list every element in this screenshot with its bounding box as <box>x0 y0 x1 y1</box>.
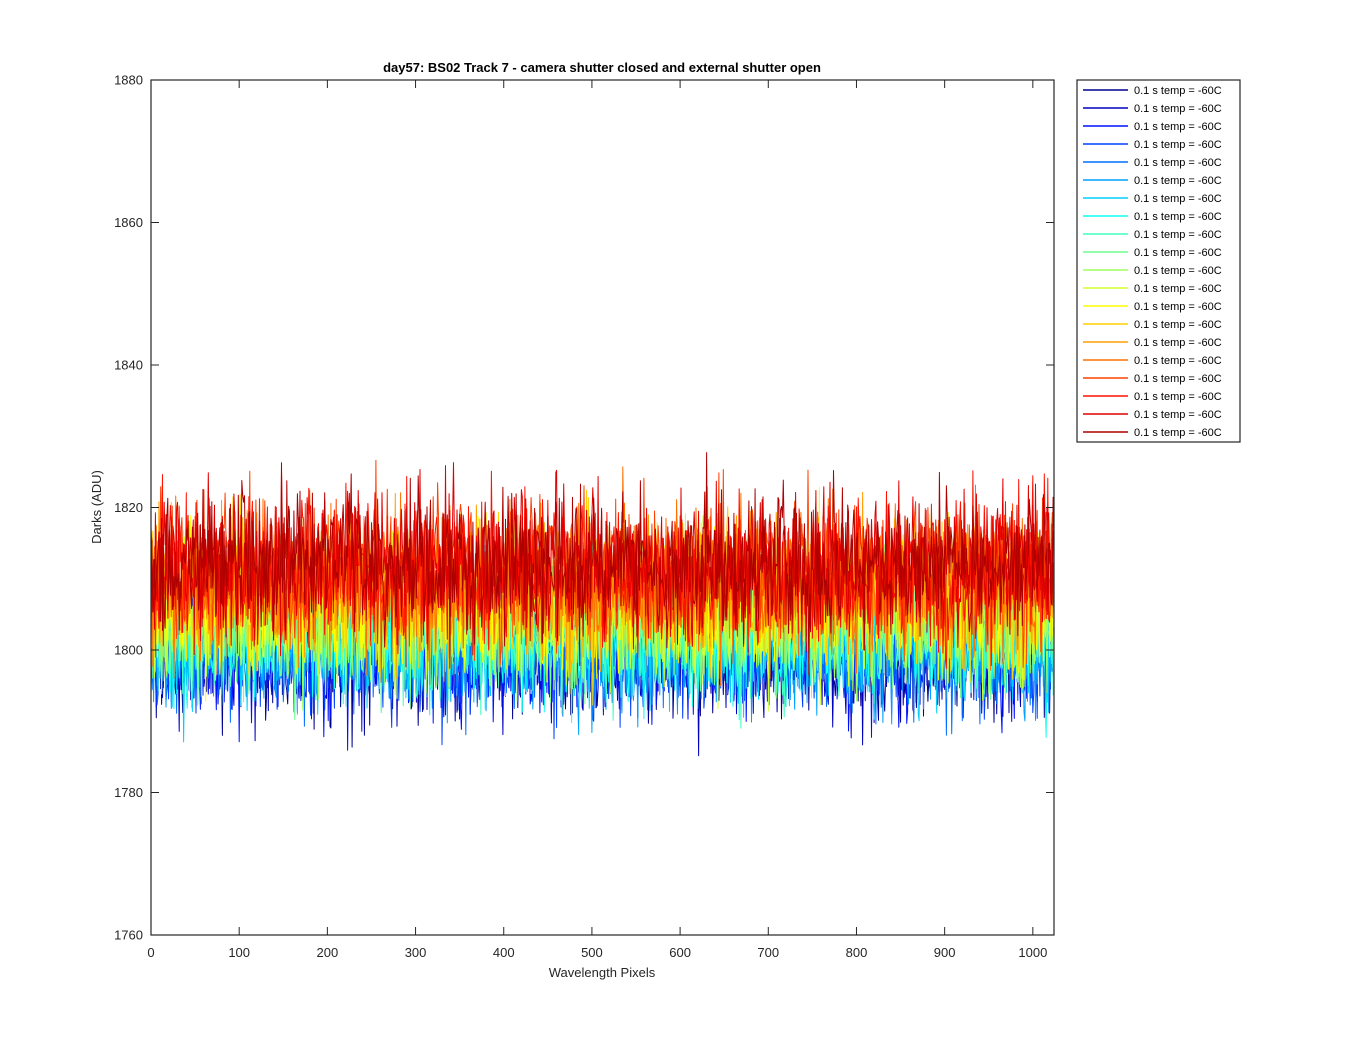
legend-label-2: 0.1 s temp = -60C <box>1134 103 1222 115</box>
y-tick-label: 1840 <box>114 358 143 373</box>
legend-label-11: 0.1 s temp = -60C <box>1134 265 1222 277</box>
legend-label-13: 0.1 s temp = -60C <box>1134 301 1222 313</box>
x-tick-label: 500 <box>581 945 603 960</box>
x-tick-label: 400 <box>493 945 515 960</box>
ticks-layer: 0 100 200 300 400 500 600 700 800 900 1000 1760 1780… <box>114 73 1054 960</box>
y-tick-label: 1780 <box>114 785 143 800</box>
legend-label-5: 0.1 s temp = -60C <box>1134 157 1222 169</box>
x-tick-label: 700 <box>757 945 779 960</box>
y-tick-label: 1820 <box>114 500 143 515</box>
legend-label-12: 0.1 s temp = -60C <box>1134 283 1222 295</box>
x-tick-label: 0 <box>147 945 154 960</box>
y-axis-label: Darks (ADU) <box>89 470 104 544</box>
legend-label-18: 0.1 s temp = -60C <box>1134 391 1222 403</box>
legend-label-10: 0.1 s temp = -60C <box>1134 247 1222 259</box>
x-axis-label: Wavelength Pixels <box>549 965 656 980</box>
x-tick-label: 1000 <box>1018 945 1047 960</box>
legend-label-8: 0.1 s temp = -60C <box>1134 211 1222 223</box>
y-tick-label: 1860 <box>114 215 143 230</box>
y-tick-label: 1800 <box>114 643 143 658</box>
x-tick-label: 800 <box>846 945 868 960</box>
legend-label-3: 0.1 s temp = -60C <box>1134 121 1222 133</box>
legend-label-1: 0.1 s temp = -60C <box>1134 85 1222 97</box>
legend-label-4: 0.1 s temp = -60C <box>1134 139 1222 151</box>
legend-label-7: 0.1 s temp = -60C <box>1134 193 1222 205</box>
chart-title: day57: BS02 Track 7 - camera shutter clo… <box>383 60 821 75</box>
series-line-20 <box>151 452 1054 676</box>
x-tick-label: 300 <box>405 945 427 960</box>
legend-label-9: 0.1 s temp = -60C <box>1134 229 1222 241</box>
legend: 0.1 s temp = -60C 0.1 s temp = -60C 0.1 s … <box>1076 79 1241 443</box>
y-tick-label: 1760 <box>114 928 143 943</box>
x-tick-label: 900 <box>934 945 956 960</box>
legend-entries: 0.1 s temp = -60C 0.1 s temp = -60C 0.1 s … <box>1083 85 1222 439</box>
legend-label-19: 0.1 s temp = -60C <box>1134 409 1222 421</box>
y-tick-label: 1880 <box>114 73 143 88</box>
series-layer <box>151 452 1054 757</box>
legend-label-6: 0.1 s temp = -60C <box>1134 175 1222 187</box>
plot-frame <box>150 79 1055 936</box>
legend-label-15: 0.1 s temp = -60C <box>1134 337 1222 349</box>
legend-label-14: 0.1 s temp = -60C <box>1134 319 1222 331</box>
x-tick-label: 200 <box>317 945 339 960</box>
legend-label-20: 0.1 s temp = -60C <box>1134 427 1222 439</box>
legend-label-16: 0.1 s temp = -60C <box>1134 355 1222 367</box>
legend-box <box>1076 79 1241 443</box>
x-tick-label: 600 <box>669 945 691 960</box>
x-tick-label: 100 <box>228 945 250 960</box>
legend-label-17: 0.1 s temp = -60C <box>1134 373 1222 385</box>
